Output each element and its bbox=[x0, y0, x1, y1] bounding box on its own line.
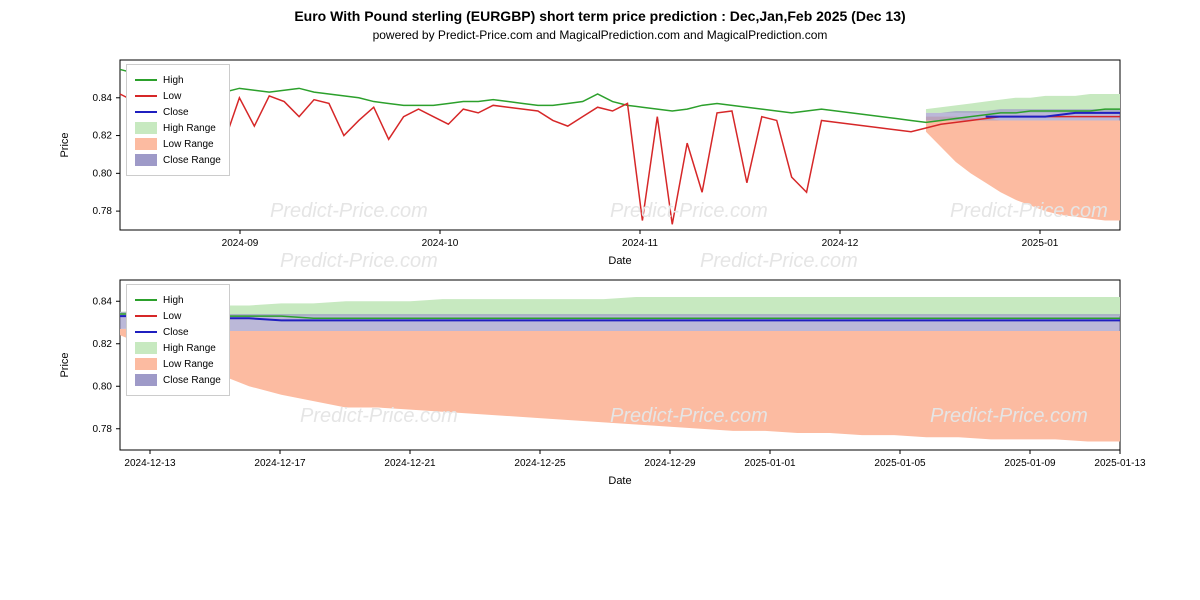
legend-item: Low bbox=[135, 309, 221, 323]
ytick-label: 0.84 bbox=[93, 296, 113, 307]
legend-label: Low bbox=[163, 311, 181, 322]
xtick-label: 2024-12-17 bbox=[254, 458, 306, 469]
chart-1-container: Predict-Price.comPredict-Price.comPredic… bbox=[50, 50, 1150, 270]
legend-swatch bbox=[135, 79, 157, 81]
xlabel: Date bbox=[608, 475, 631, 487]
ytick-label: 0.78 bbox=[93, 206, 113, 217]
low-range-area bbox=[926, 117, 1120, 221]
legend-item: Close bbox=[135, 325, 221, 339]
legend-item: Low Range bbox=[135, 137, 221, 151]
legend-label: Close bbox=[163, 107, 189, 118]
xtick-label: 2024-09 bbox=[222, 238, 259, 249]
chart-2-container: Predict-Price.comPredict-Price.comPredic… bbox=[50, 270, 1150, 490]
legend-swatch bbox=[135, 122, 157, 134]
xtick-label: 2024-12-13 bbox=[124, 458, 176, 469]
legend-item: Close Range bbox=[135, 153, 221, 167]
legend-label: High bbox=[163, 75, 184, 86]
legend-label: Close Range bbox=[163, 155, 221, 166]
xtick-label: 2024-11 bbox=[622, 238, 658, 249]
legend-item: Close Range bbox=[135, 373, 221, 387]
ytick-label: 0.84 bbox=[93, 93, 113, 104]
xtick-label: 2024-12-29 bbox=[644, 458, 696, 469]
xtick-label: 2025-01-01 bbox=[744, 458, 796, 469]
xtick-label: 2025-01-09 bbox=[1004, 458, 1056, 469]
legend-swatch bbox=[135, 138, 157, 150]
legend-label: High bbox=[163, 295, 184, 306]
xtick-label: 2024-12 bbox=[822, 238, 859, 249]
legend-swatch bbox=[135, 299, 157, 301]
ytick-label: 0.82 bbox=[93, 131, 113, 142]
legend-label: Low bbox=[163, 91, 181, 102]
ylabel: Price bbox=[59, 352, 71, 377]
xtick-label: 2025-01-13 bbox=[1094, 458, 1146, 469]
xtick-label: 2025-01 bbox=[1022, 238, 1059, 249]
legend-label: High Range bbox=[163, 343, 216, 354]
legend-label: Low Range bbox=[163, 139, 214, 150]
xtick-label: 2024-10 bbox=[422, 238, 459, 249]
chart-title: Euro With Pound sterling (EURGBP) short … bbox=[0, 0, 1200, 24]
legend: High Low Close High Range Low Range Close Ran… bbox=[126, 284, 230, 396]
high-range-area bbox=[120, 297, 1120, 316]
legend-item: Close bbox=[135, 105, 221, 119]
legend-swatch bbox=[135, 95, 157, 97]
legend-item: Low Range bbox=[135, 357, 221, 371]
ytick-label: 0.80 bbox=[93, 168, 113, 179]
legend-label: High Range bbox=[163, 123, 216, 134]
legend-swatch bbox=[135, 342, 157, 354]
close-range-area bbox=[120, 312, 1120, 331]
legend-swatch bbox=[135, 154, 157, 166]
legend-item: High bbox=[135, 73, 221, 87]
xtick-label: 2024-12-25 bbox=[514, 458, 566, 469]
legend-item: High Range bbox=[135, 121, 221, 135]
legend-item: High Range bbox=[135, 341, 221, 355]
xlabel: Date bbox=[608, 255, 631, 267]
legend-swatch bbox=[135, 315, 157, 317]
legend: High Low Close High Range Low Range Close Ran… bbox=[126, 64, 230, 176]
legend-swatch bbox=[135, 331, 157, 333]
legend-swatch bbox=[135, 374, 157, 386]
low-range-area bbox=[120, 329, 1120, 442]
legend-swatch bbox=[135, 111, 157, 113]
ytick-label: 0.78 bbox=[93, 424, 113, 435]
legend-label: Close bbox=[163, 327, 189, 338]
ylabel: Price bbox=[59, 132, 71, 157]
legend-item: Low bbox=[135, 89, 221, 103]
ytick-label: 0.80 bbox=[93, 381, 113, 392]
xtick-label: 2024-12-21 bbox=[384, 458, 436, 469]
legend-item: High bbox=[135, 293, 221, 307]
chart-subtitle: powered by Predict-Price.com and Magical… bbox=[0, 24, 1200, 50]
xtick-label: 2025-01-05 bbox=[874, 458, 926, 469]
ytick-label: 0.82 bbox=[93, 339, 113, 350]
legend-label: Close Range bbox=[163, 375, 221, 386]
legend-swatch bbox=[135, 358, 157, 370]
legend-label: Low Range bbox=[163, 359, 214, 370]
